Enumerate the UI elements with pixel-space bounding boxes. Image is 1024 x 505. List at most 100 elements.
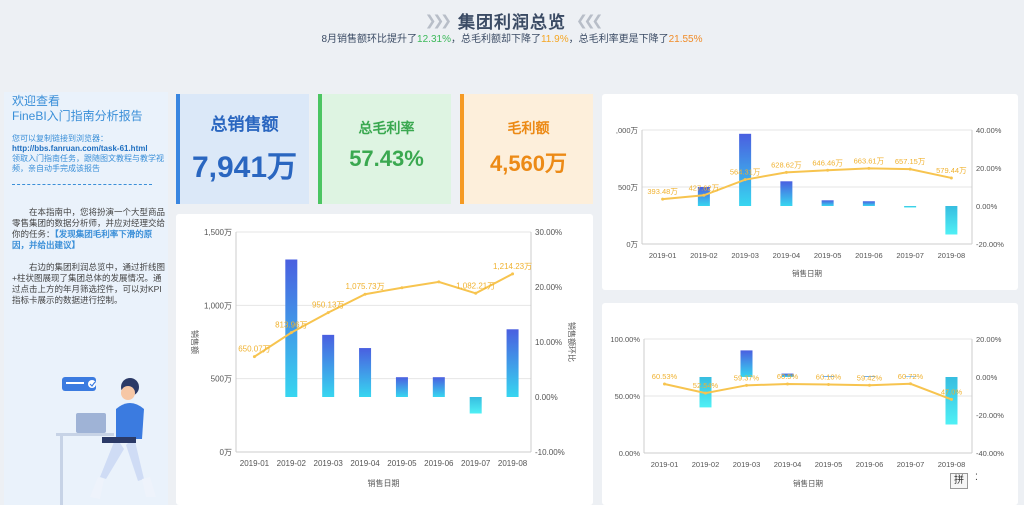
line-point [786,382,789,386]
x-tick-label: 2019-05 [815,460,843,469]
x-axis-label: 销售日期 [793,478,823,488]
x-tick-label: 2019-03 [314,459,344,468]
y2-tick-label: 40.00% [976,126,1002,135]
data-label: 813.96万 [275,321,307,330]
x-tick-label: 2019-03 [731,251,759,260]
line-point [949,176,953,180]
sales-chart[interactable]: 0万 500万 1,000万 1,500万 -10.00% 0.00% 10.00% 20.0… [176,214,593,505]
sales-chart-card: 0万 500万 1,000万 1,500万 -10.00% 0.00% 10.00% 20.0… [176,214,593,505]
y-tick-label: 1,500万 [204,228,232,237]
y2-tick-label: -20.00% [976,411,1004,420]
handle-icon[interactable]: ⁚ [975,472,978,482]
x-tick-label: 2019-06 [424,459,454,468]
data-label: 663.61万 [854,156,885,165]
y2-tick-label: 30.00% [535,228,562,237]
analyst-illustration [56,377,156,505]
data-label: 1,075.73万 [345,282,384,291]
data-label: 60.10% [816,372,842,381]
x-tick-label: 2019-05 [814,251,842,260]
line-point [868,383,871,387]
line-point [474,291,478,295]
x-tick-label: 2019-02 [277,459,307,468]
y2-axis-label: 销售额环比 [567,322,577,362]
y-tick-label: 100.00% [610,335,640,344]
guide-divider [12,184,152,185]
subtitle-profit-value: 11.9% [540,34,569,45]
y-tick-label: 50.00% [615,392,641,401]
x-tick-label: 2019-07 [897,460,925,469]
y-tick-label: 500万 [211,375,232,384]
guide-link-block: 您可以复制链接到浏览器： http://bbs.fanruan.com/task… [12,134,166,174]
data-label: 60.53% [652,372,678,381]
bar [781,373,794,377]
bar [780,181,793,206]
y2-tick-label: -40.00% [976,449,1004,458]
line-point [252,355,256,359]
line-point [909,382,912,386]
bar [904,206,917,208]
profit-chart-card: 0万 500万 ,000万 -20.00% 0.00% 20.00% 40.00% 2019-… [602,94,1018,290]
line-point [702,193,706,197]
y2-tick-label: 0.00% [535,393,558,402]
bar [822,376,835,377]
data-label: 628.62万 [771,160,802,169]
line-point [745,383,748,387]
chevron-right-icon: ❯❯❯ [424,12,452,28]
y2-tick-label: -10.00% [535,448,565,457]
kpi-card-gross-profit[interactable]: 毛利额 4,560万 [460,94,593,204]
data-label: 579.44万 [936,166,967,175]
kpi-label: 总毛利率 [358,120,415,136]
data-label: 1,082.21万 [456,281,495,290]
data-label: 564.31万 [730,168,761,177]
guide-paragraph-2: 右边的集团利润总览中，通过折线图+柱状图展现了集团总体的发展情况。通过点击上方的… [12,262,166,305]
bar [821,200,834,206]
kpi-value: 57.43% [349,146,424,171]
y2-tick-label: 0.00% [976,202,998,211]
data-label: 427.62万 [689,183,720,192]
bar [322,334,335,397]
bar [945,206,958,235]
margin-chart[interactable]: 0.00% 50.00% 100.00% -40.00% -20.00% 0.00% 20.… [602,303,1018,505]
line-point [784,170,788,174]
guide-title-line1: 欢迎查看 [12,94,61,108]
guide-link-intro: 您可以复制链接到浏览器： [12,134,108,143]
kpi-card-gross-margin-rate[interactable]: 总毛利率 57.43% [318,94,451,204]
line-point [400,286,404,290]
data-label: 52.54% [693,381,719,390]
series-line [662,167,952,201]
guide-link-url[interactable]: http://bbs.fanruan.com/task-61.html [12,144,148,153]
line-point [437,280,441,284]
kpi-card-total-sales[interactable]: 总销售额 7,941万 [176,94,309,204]
line-point [908,167,912,171]
data-label: 646.46万 [812,158,843,167]
x-tick-label: 2019-08 [938,251,966,260]
bar [359,348,372,397]
line-point [661,197,665,201]
x-tick-label: 2019-07 [896,251,924,260]
x-tick-label: 2019-04 [773,251,801,260]
data-label: 650.07万 [238,345,270,354]
series-line [664,382,952,401]
bar [863,376,876,377]
x-tick-label: 2019-06 [856,460,884,469]
subtitle-text: ，总毛利率更是下降了 [568,34,669,45]
bar [506,329,519,397]
data-label: 59.37% [734,373,760,382]
y2-tick-label: 20.00% [976,335,1002,344]
bar [862,201,875,206]
chevron-left-icon: ❮❮❮ [576,12,603,28]
page-subtitle: 8月销售额环比提升了12.31%，总毛利额却下降了11.9%，总毛利率更是下降了… [0,30,1024,45]
x-axis-label: 销售日期 [792,268,822,278]
subtitle-text: ，总毛利额却下降了 [450,34,541,45]
profit-chart[interactable]: 0万 500万 ,000万 -20.00% 0.00% 20.00% 40.00% 2019-… [602,94,1018,290]
guide-title: 欢迎查看 FineBI入门指南分析报告 [12,94,143,124]
puzzle-icon[interactable]: 拼 [950,473,968,489]
y-tick-label: 0.00% [619,449,641,458]
page-title: 集团利润总览 [458,13,566,32]
data-label: 393.48万 [647,187,678,196]
line-point [743,178,747,182]
y2-tick-label: 0.00% [976,373,998,382]
line-point [867,166,871,170]
data-label: 1,214.23万 [493,262,532,271]
y-tick-label: 1,000万 [204,301,232,310]
